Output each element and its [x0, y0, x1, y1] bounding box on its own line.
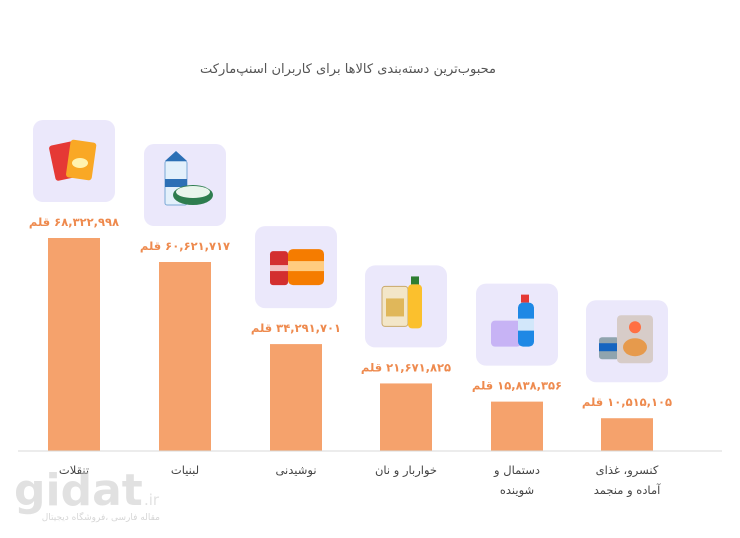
bar — [380, 383, 432, 451]
watermark: gidat .ir مقاله فارسی ،فروشگاه دیجیتال — [14, 465, 160, 523]
category-label: دستمال و — [493, 463, 540, 478]
bar — [270, 344, 322, 451]
detergent-icon — [491, 294, 534, 347]
carton-band — [165, 179, 187, 188]
category-label: کنسرو، غذای — [596, 463, 659, 478]
chip — [72, 158, 88, 168]
bar-group: ۱۰,۵۱۵,۱۰۵ قلم کنسرو، غذای آماده و منجمد — [582, 300, 672, 498]
can-label — [599, 343, 619, 352]
drinks-icon — [270, 249, 324, 286]
oil-bottle — [408, 284, 422, 329]
bottle-cap — [521, 294, 529, 303]
category-label: تنقلات — [59, 463, 89, 477]
nuggets — [623, 338, 647, 357]
value-label: ۲۱,۶۷۱,۸۲۵ قلم — [361, 360, 451, 374]
can-stripe — [270, 265, 288, 272]
category-label: شوینده — [500, 483, 534, 498]
bar — [491, 401, 543, 451]
watermark-tagline: مقاله فارسی ،فروشگاه دیجیتال — [42, 511, 160, 523]
bars-layer: ۶۸,۳۲۲,۹۹۸ قلم تنقلات ۶۰,۶۲۱,۷۱۷ قلم لبنیات… — [29, 120, 672, 498]
tub-label — [288, 261, 324, 272]
category-label: آماده و منجمد — [594, 483, 661, 498]
canned-food-icon — [599, 315, 653, 364]
category-label: نوشیدنی — [275, 463, 316, 478]
bar-group: ۶۰,۶۲۱,۷۱۷ قلم لبنیات — [140, 144, 230, 477]
pack-logo — [629, 321, 641, 334]
value-label: ۱۵,۸۳۸,۳۵۶ قلم — [472, 379, 562, 393]
snacks-icon — [49, 139, 97, 181]
chart-title: محبوب‌ترین دسته‌بندی کالاها برای کاربران… — [200, 62, 496, 77]
bar-group: ۲۱,۶۷۱,۸۲۵ قلم خواربار و نان — [361, 265, 451, 478]
bar — [48, 238, 100, 451]
bar — [601, 418, 653, 451]
value-label: ۶۸,۳۲۲,۹۹۸ قلم — [29, 215, 119, 229]
bottle-label — [518, 318, 534, 331]
value-label: ۱۰,۵۱۵,۱۰۵ قلم — [582, 395, 672, 409]
watermark-suffix: .ir — [144, 491, 160, 509]
groceries-icon — [381, 276, 422, 329]
tub-lid — [176, 186, 210, 199]
bottle-cap — [411, 276, 419, 285]
value-label: ۳۴,۲۹۱,۷۰۱ قلم — [251, 321, 341, 335]
value-label: ۶۰,۶۲۱,۷۱۷ قلم — [140, 239, 230, 253]
bar-group: ۳۴,۲۹۱,۷۰۱ قلم نوشیدنی — [251, 226, 341, 478]
dairy-icon — [164, 151, 213, 206]
carton-top — [165, 151, 187, 162]
bar — [159, 262, 211, 451]
bar-group: ۶۸,۳۲۲,۹۹۸ قلم تنقلات — [29, 120, 119, 477]
category-label: لبنیات — [171, 463, 199, 477]
bar-group: ۱۵,۸۳۸,۳۵۶ قلم دستمال و شوینده — [472, 283, 562, 498]
watermark-logo: gidat — [14, 465, 143, 516]
pasta-window — [386, 298, 404, 317]
category-label: خواربار و نان — [375, 463, 437, 478]
tissue-box — [491, 320, 521, 347]
